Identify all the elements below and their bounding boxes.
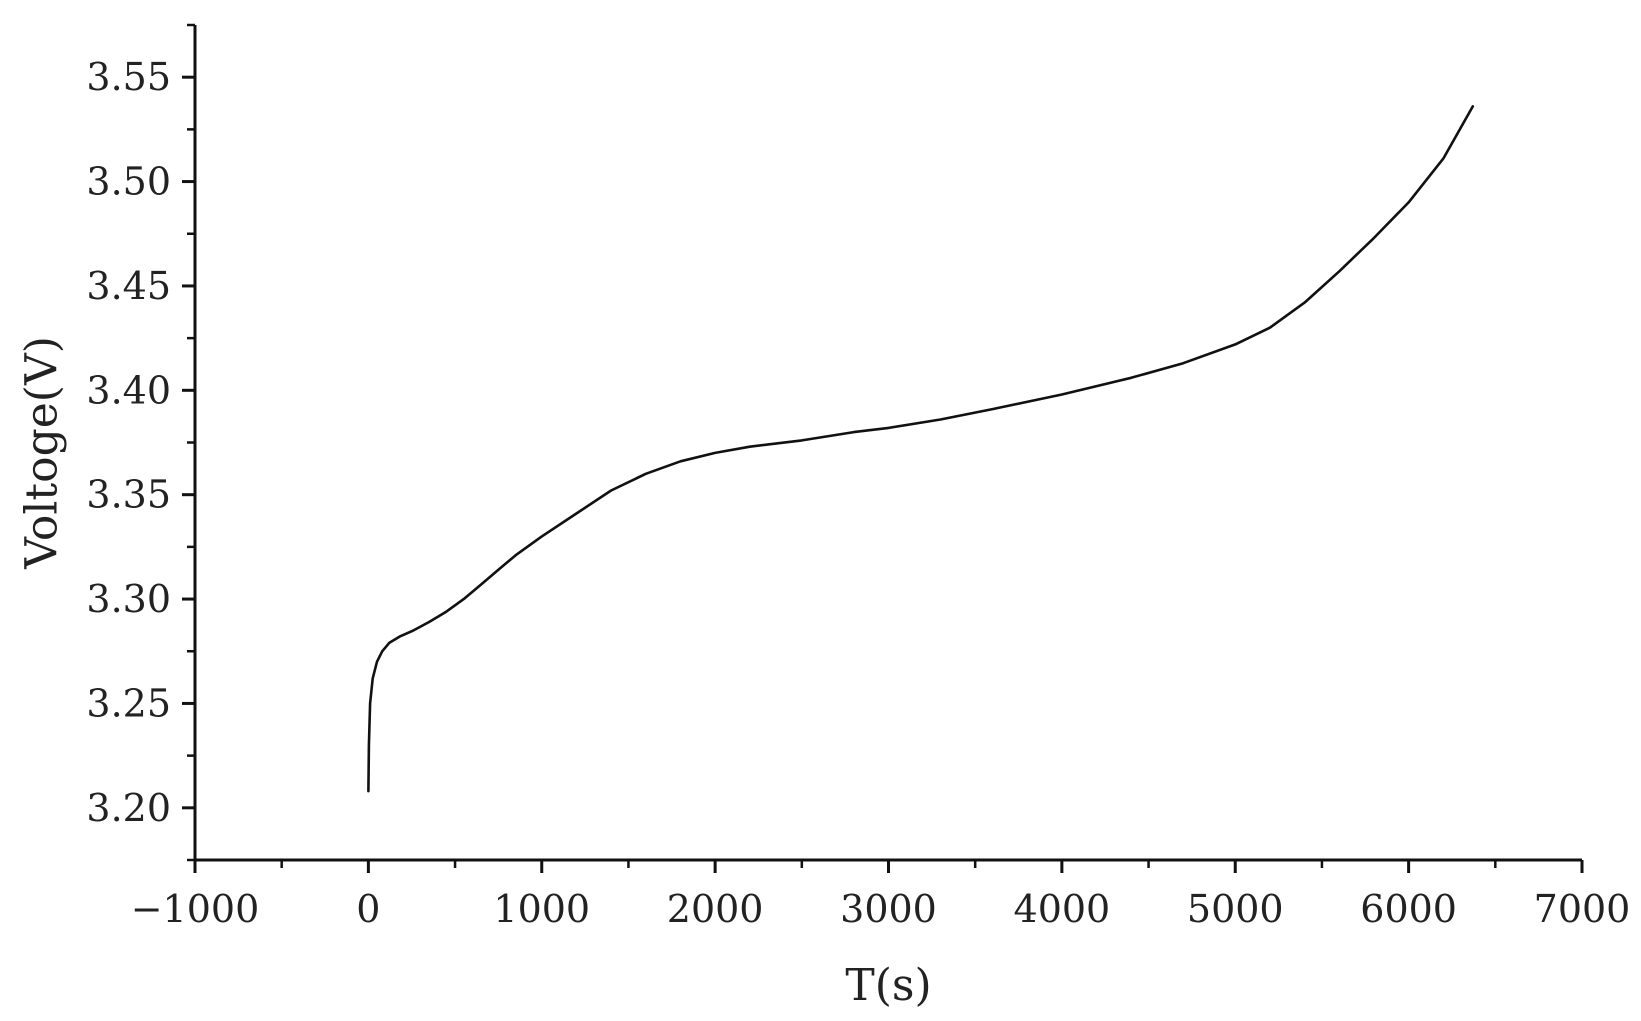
y-tick-label: 3.25 (86, 681, 171, 725)
axes (193, 25, 1582, 862)
y-tick-label: 3.40 (86, 368, 171, 412)
y-tick-label: 3.55 (86, 55, 171, 99)
series-line-0 (367, 105, 1475, 793)
y-axis-title: Voltoge(V) (17, 336, 68, 570)
tick-labels: −1000 0 1000 2000 3000 4000 5000 6000 7000 3.20 3.… (86, 55, 1630, 931)
y-tick-label: 3.45 (86, 264, 171, 308)
y-tick-label: 3.30 (86, 577, 171, 621)
y-tick-label: 3.20 (86, 786, 171, 830)
x-tick-label: 5000 (1187, 887, 1284, 931)
series-layer (367, 105, 1475, 793)
x-tick-label: 2000 (667, 887, 764, 931)
x-tick-label: 0 (356, 887, 380, 931)
x-tick-label: 3000 (840, 887, 937, 931)
x-axis-title: T(s) (845, 960, 931, 1011)
x-tick-label: 4000 (1014, 887, 1111, 931)
x-tick-label: 1000 (493, 887, 590, 931)
y-tick-label: 3.50 (86, 160, 171, 204)
x-tick-label: −1000 (131, 887, 260, 931)
x-tick-label: 7000 (1534, 887, 1631, 931)
ticks (182, 23, 1584, 873)
x-tick-label: 6000 (1360, 887, 1457, 931)
y-tick-label: 3.35 (86, 473, 171, 517)
